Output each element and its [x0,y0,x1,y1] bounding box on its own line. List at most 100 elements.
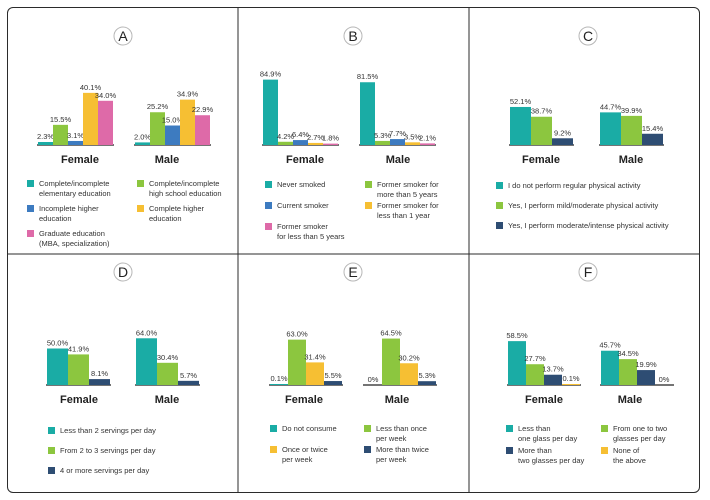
legend-swatch [601,447,608,454]
panel-letter-circle [343,262,363,282]
bar-female-series-1 [263,79,278,145]
data-label: 22.9% [192,105,214,114]
bar-male-series-4 [405,142,420,145]
legend-text: None of [613,446,640,455]
panel-e: E 0.1% 63.0% 31.4% 5.5% Female 0% 64.5% 30.2% 5.3… [269,262,437,464]
bar-male-series-3 [178,380,199,385]
legend-swatch [27,205,34,212]
panel-d: D 50.0%41.9% 8.1% Female 64.0% 30.4%5.7% Male L… [46,262,200,475]
bar-female-series-1 [270,384,288,385]
data-label: 0% [659,375,670,384]
data-label: 2.3% [37,132,54,141]
data-label: 39.9% [621,106,643,115]
legend-text: more than 5 years [377,190,438,199]
legend-text: education [149,214,182,223]
legend-text: Never smoked [277,180,325,189]
data-label: 45.7% [599,341,621,350]
legend-text: Less than once [376,424,427,433]
legend-text: Yes, I perform moderate/intense physical… [508,221,669,230]
data-label: 5.7% [180,371,197,380]
bar-female-series-5 [323,143,338,145]
data-label: 44.7% [600,102,622,111]
category-label: Female [522,154,560,166]
bar-male-series-1 [135,142,150,145]
data-label: 5.5% [324,371,341,380]
legend-text: Less than 2 servings per day [60,426,156,435]
legend-swatch [601,425,608,432]
legend-text: I do not perform regular physical activi… [508,181,641,190]
category-label: Male [385,394,409,406]
panel-a: A 2.3% 15.5% 3.1% 40.1%34.0% Female 2.0% 25.2% 1… [27,26,222,248]
bar-female-series-2 [288,339,306,385]
data-label: 34.9% [177,90,199,99]
category-label: Male [155,394,179,406]
bar-male-series-1 [600,112,621,145]
legend-swatch [48,467,55,474]
data-label: 2.1% [419,133,436,142]
legend-swatch [496,202,503,209]
bar-male-series-4 [180,99,195,145]
bar-male-series-3 [400,363,418,385]
legend-text: From 2 to 3 servings per day [60,446,156,455]
legend-swatch [48,447,55,454]
data-label: 27.7% [524,354,546,363]
bar-female-series-3 [293,140,308,145]
bar-male-series-4 [418,381,436,385]
bar-female-series-2 [526,364,544,385]
legend-swatch [365,181,372,188]
legend-text: Yes, I perform mild/moderate physical ac… [508,201,658,210]
legend-swatch [506,447,513,454]
bar-male-series-2 [619,359,637,385]
legend-text: high school education [149,189,222,198]
panel-letter: A [118,28,128,44]
data-label: 64.5% [380,329,402,338]
bar-female-series-1 [47,348,68,385]
data-label: 5.3% [374,131,391,140]
legend-text: 4 or more servings per day [60,466,149,475]
legend-text: one glass per day [518,434,577,443]
bar-female-series-3 [89,379,110,385]
panel-letter-circle [113,262,133,282]
legend-swatch [27,180,34,187]
legend-swatch [265,181,272,188]
data-label: 41.9% [68,344,90,353]
bar-male-series-1 [360,82,375,145]
legend-text: More than [518,446,552,455]
legend-text: (MBA, specialization) [39,239,110,248]
data-label: 81.5% [357,72,379,81]
data-label: 52.1% [510,97,532,106]
category-label: Male [619,154,643,166]
legend-d: Less than 2 servings per day From 2 to 3 … [48,426,156,475]
panel-letter: C [583,28,593,44]
legend-swatch [48,427,55,434]
bar-female-series-3 [306,362,324,385]
data-label: 63.0% [286,330,308,339]
bar-male-series-2 [375,140,390,145]
legend-text: Graduate education [39,229,105,238]
data-label: 9.2% [554,128,571,137]
panel-letter-circle [343,26,363,46]
legend-text: for less than 5 years [277,232,345,241]
legend-swatch [27,230,34,237]
legend-swatch [496,182,503,189]
panel-f: F 58.5% 27.7% 13.7%0.1% Female 45.7%34.5% 19.9… [506,262,674,465]
bar-female-series-1 [508,341,526,385]
data-label: 6.4% [292,130,309,139]
category-label: Male [155,154,179,166]
data-label: 0.1% [562,374,579,383]
data-label: 3.1% [67,131,84,140]
category-label: Male [386,154,410,166]
legend-c: I do not perform regular physical activi… [496,181,669,230]
legend-swatch [265,202,272,209]
panel-letter: E [348,264,357,280]
data-label: 50.0% [47,339,69,348]
data-label: 40.1% [80,83,102,92]
bar-male-series-2 [621,115,642,145]
category-label: Female [285,394,323,406]
bar-male-series-2 [150,112,165,145]
legend-text: Complete higher [149,204,205,213]
legend-swatch [365,202,372,209]
